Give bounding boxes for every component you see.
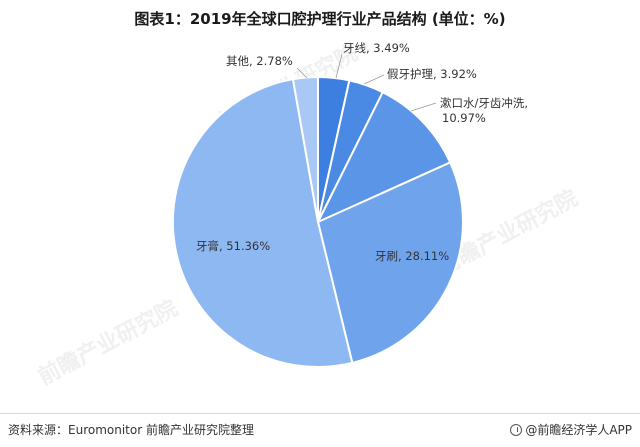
leader-line [410,102,437,112]
footer-divider [0,413,640,414]
slice-label: 漱口水/牙齿冲洗, 10.97% [440,96,528,125]
source-note: 资料来源：Euromonitor 前瞻产业研究院整理 [8,423,254,437]
brand-text: @前瞻经济学人APP [525,423,632,437]
pie-slice-5 [171,78,354,368]
slice-label: 牙线, 3.49% [343,41,410,55]
slice-label: 牙刷, 28.11% [375,249,449,263]
chart-title: 图表1：2019年全球口腔护理行业产品结构 (单位：%) [134,10,506,28]
leader-line [363,74,385,85]
brand-mark: @前瞻经济学人APP [510,421,632,438]
pie-slice-6 [291,75,319,223]
slice-label: 牙膏, 51.36% [196,239,270,253]
leader-line [335,53,343,79]
leader-line [296,67,308,79]
slice-label: 假牙护理, 3.92% [387,67,477,81]
pie-slice-3 [315,90,452,225]
pie-slice-4 [316,161,464,365]
slice-label: 其他, 2.78% [226,54,293,68]
brand-logo-icon [510,423,523,436]
